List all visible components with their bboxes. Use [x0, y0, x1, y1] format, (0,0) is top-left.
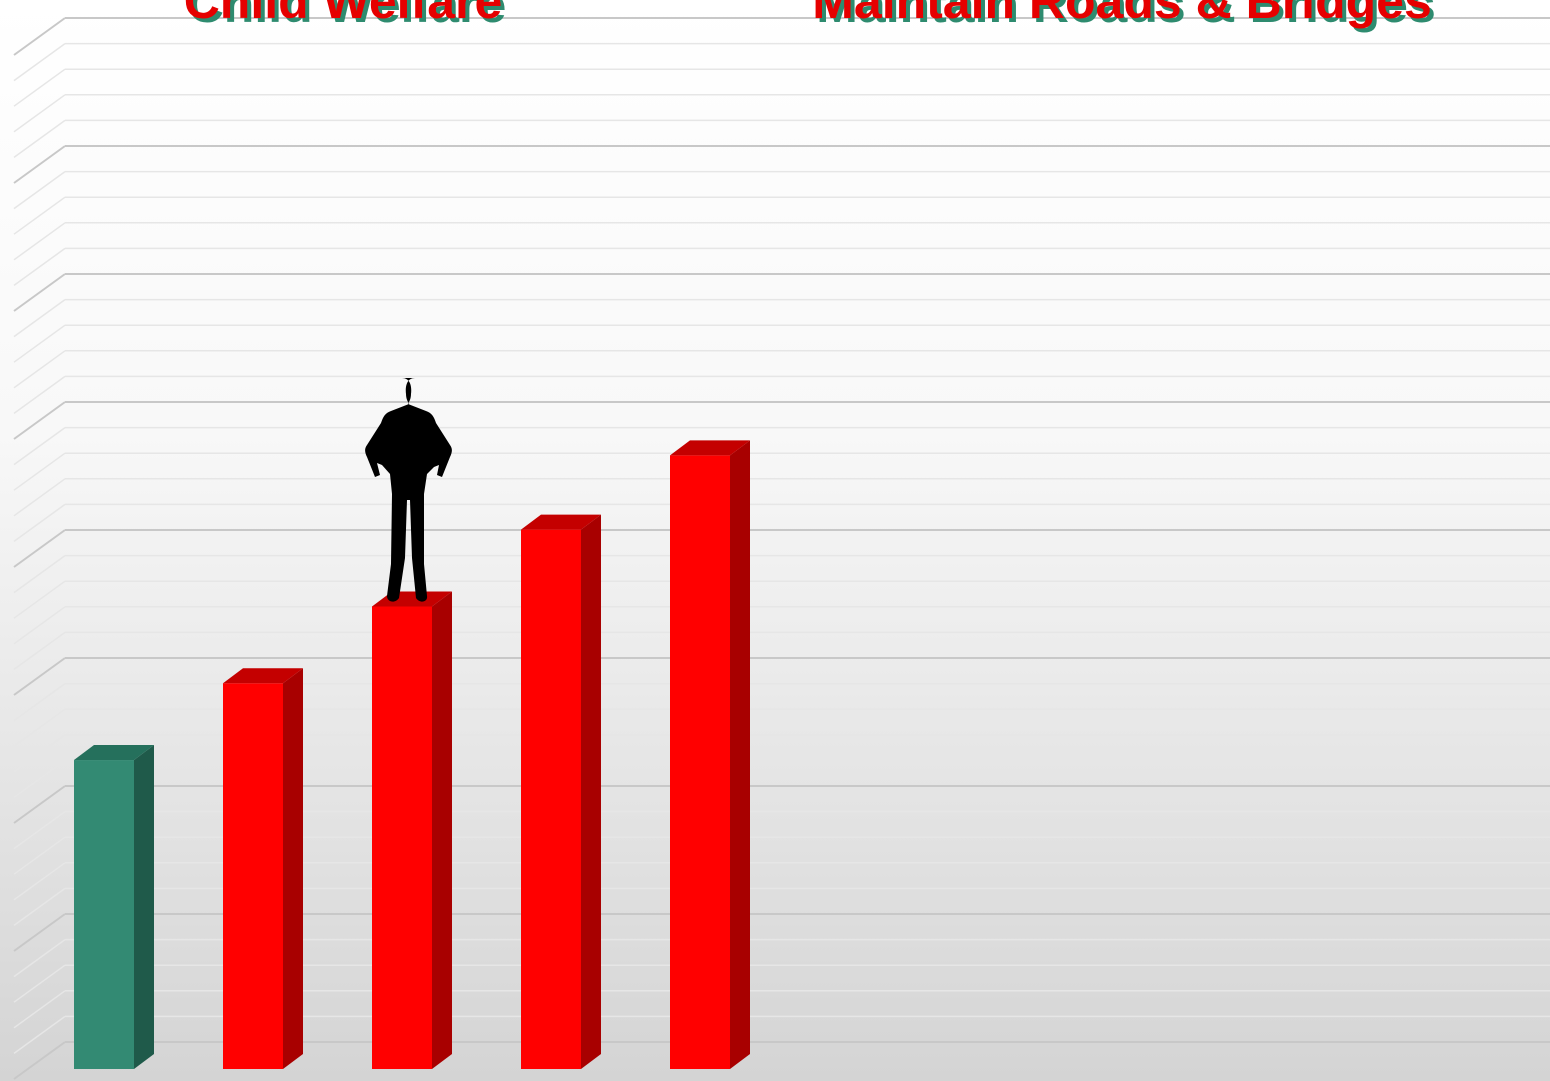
grid-line-side: [13, 1015, 66, 1055]
grid-line-side: [13, 503, 66, 543]
bar-top: [670, 440, 750, 456]
grid-line-side: [13, 350, 66, 389]
grid-line-side: [13, 94, 66, 133]
bar-front: [521, 529, 581, 1069]
grid-line-side: [13, 913, 66, 952]
title: Maintain Roads & Bridges: [812, 0, 1432, 29]
title: Child Welfare: [184, 0, 503, 29]
grid-line-side: [13, 529, 66, 568]
grid-line-side: [13, 862, 66, 901]
grid-line-side: [13, 426, 66, 466]
grid-line-side: [13, 631, 66, 671]
grid-line-side: [13, 273, 66, 312]
bar-front: [223, 683, 283, 1069]
grid-line-side: [13, 42, 66, 82]
grid-line-side: [13, 1041, 66, 1080]
grid-line-side: [13, 196, 66, 235]
grid-line-side: [13, 452, 66, 491]
bar-side: [432, 591, 452, 1069]
grid-line-side: [13, 170, 66, 210]
title-shadow: Child Welfare: [188, 0, 507, 33]
grid: [13, 17, 1550, 1080]
grid-line-side: [13, 375, 66, 415]
bar-side: [581, 514, 601, 1069]
bar-front: [372, 606, 432, 1069]
bar-side: [134, 745, 154, 1069]
grid-line-side: [13, 247, 66, 287]
grid-line-side: [13, 836, 66, 875]
grid-line-side: [13, 938, 66, 978]
bar-front: [74, 760, 134, 1069]
title-shadow: Maintain Roads & Bridges: [816, 0, 1436, 33]
grid-line-side: [13, 298, 66, 338]
bar-top: [223, 668, 303, 684]
bar-side: [730, 440, 750, 1069]
grid-line-side: [13, 17, 66, 56]
bar-top: [521, 514, 601, 530]
person-silhouette: [365, 378, 452, 602]
grid-line-side: [13, 657, 66, 696]
grid-line-side: [13, 324, 66, 363]
bar-top: [74, 745, 154, 761]
grid-line-side: [13, 887, 66, 927]
grid-line-side: [13, 785, 66, 824]
grid-line-side: [13, 145, 66, 184]
grid-line-side: [13, 990, 66, 1029]
grid-line-side: [13, 810, 66, 850]
grid-line-side: [13, 734, 66, 773]
grid-line-side: [13, 119, 66, 159]
grid-line-side: [13, 759, 66, 799]
bar-side: [283, 668, 303, 1069]
grid-line-side: [13, 401, 66, 440]
grid-line-side: [13, 222, 66, 261]
grid-line-side: [13, 964, 66, 1003]
bar-front: [670, 455, 730, 1069]
grid-line-side: [13, 554, 66, 594]
grid-line-side: [13, 68, 66, 107]
bars: [74, 378, 750, 1069]
grid-line-side: [13, 478, 66, 517]
grid-line-side: [13, 708, 66, 747]
grid-line-side: [13, 682, 66, 722]
grid-line-side: [13, 606, 66, 645]
grid-line-side: [13, 580, 66, 619]
